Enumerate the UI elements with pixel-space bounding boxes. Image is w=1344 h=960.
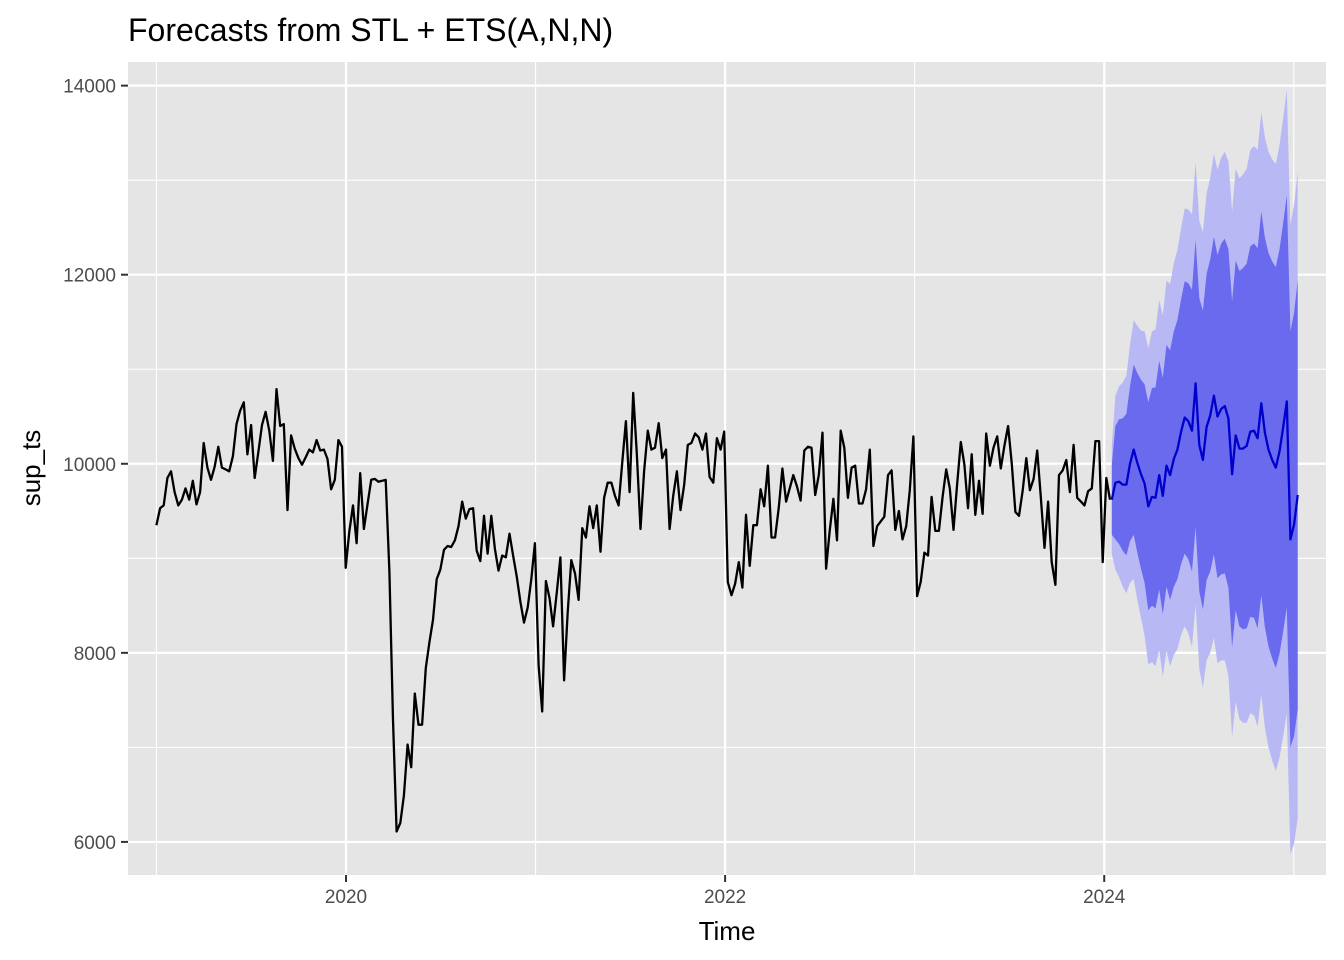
series-lines [155, 382, 1299, 833]
history-line [155, 387, 1112, 833]
x-axis: 2020 2022 2024 [325, 875, 1126, 908]
y-tick-label: 14000 [63, 77, 116, 98]
x-tick-label: 2020 [325, 887, 367, 908]
x-axis-title: Time [699, 916, 756, 946]
band-80 [1111, 195, 1298, 748]
y-axis: 6000 8000 10000 12000 14000 [63, 77, 128, 854]
x-tick-label: 2022 [704, 887, 746, 908]
chart-title: Forecasts from STL + ETS(A,N,N) [128, 12, 613, 48]
x-tick-label: 2024 [1083, 887, 1126, 908]
y-tick-label: 10000 [63, 455, 116, 476]
forecast-line [1110, 382, 1299, 541]
y-tick-label: 12000 [63, 266, 116, 287]
y-tick-label: 8000 [74, 644, 116, 665]
y-axis-title: sup_ts [16, 430, 46, 507]
y-tick-label: 6000 [74, 833, 116, 854]
prediction-intervals [1111, 89, 1298, 855]
